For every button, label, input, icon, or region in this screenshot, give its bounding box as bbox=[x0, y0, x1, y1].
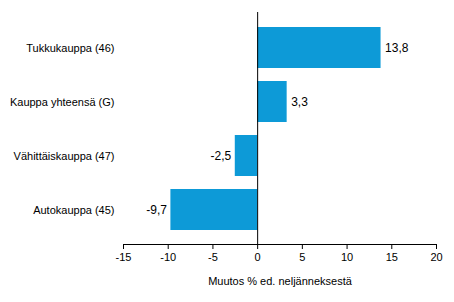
svg-text:-15: -15 bbox=[116, 251, 132, 263]
svg-text:10: 10 bbox=[341, 251, 353, 263]
svg-text:-10: -10 bbox=[160, 251, 176, 263]
svg-text:-2,5: -2,5 bbox=[211, 149, 232, 163]
svg-text:-5: -5 bbox=[208, 251, 218, 263]
svg-text:0: 0 bbox=[255, 251, 261, 263]
svg-text:-9,7: -9,7 bbox=[146, 203, 167, 217]
svg-text:20: 20 bbox=[430, 251, 442, 263]
svg-text:Kauppa yhteensä (G): Kauppa yhteensä (G) bbox=[10, 96, 115, 108]
svg-text:15: 15 bbox=[386, 251, 398, 263]
svg-text:3,3: 3,3 bbox=[291, 95, 308, 109]
svg-text:5: 5 bbox=[299, 251, 305, 263]
svg-text:Vähittäiskauppa (47): Vähittäiskauppa (47) bbox=[14, 150, 115, 162]
svg-text:Autokauppa (45): Autokauppa (45) bbox=[33, 204, 114, 216]
svg-text:Muutos % ed. neljänneksestä: Muutos % ed. neljänneksestä bbox=[208, 275, 353, 287]
svg-text:Tukkukauppa (46): Tukkukauppa (46) bbox=[26, 42, 114, 54]
svg-text:13,8: 13,8 bbox=[385, 41, 409, 55]
